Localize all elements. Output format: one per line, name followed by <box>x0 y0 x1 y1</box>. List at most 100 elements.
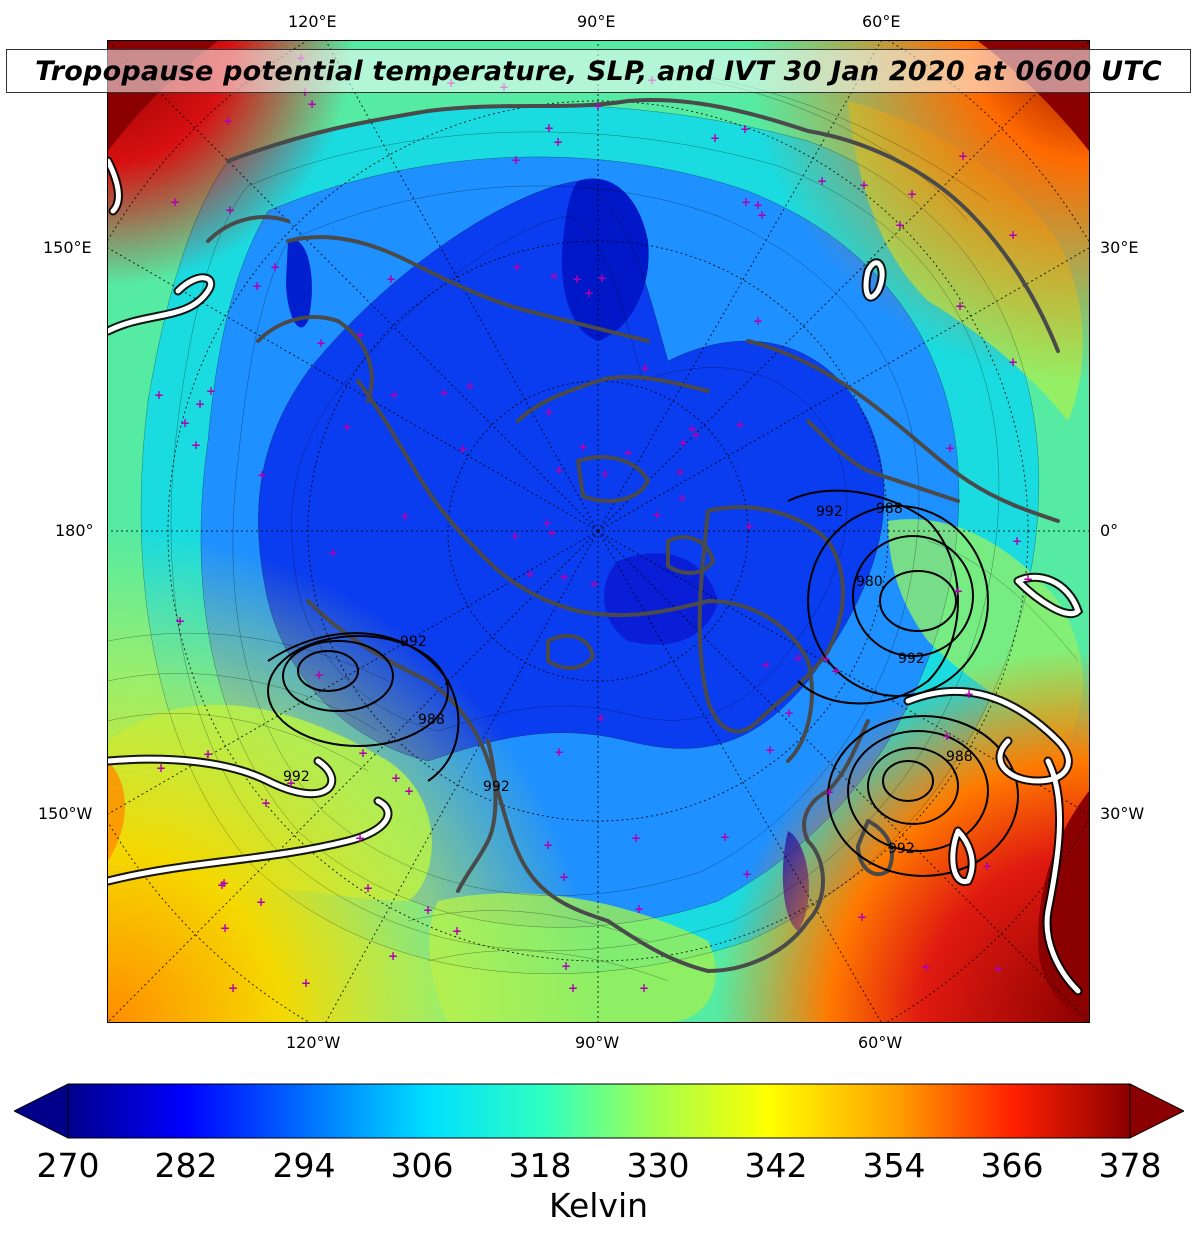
station-marker: + <box>740 122 750 136</box>
tick-right-30w: 30°W <box>1100 804 1145 823</box>
tick-left-150w: 150°W <box>38 804 93 823</box>
station-marker: + <box>958 149 968 163</box>
station-marker: + <box>542 516 552 530</box>
station-marker: + <box>753 198 763 212</box>
colorbar-tick: 366 <box>980 1146 1044 1185</box>
station-marker: + <box>584 286 594 300</box>
colorbar-tick: 378 <box>1098 1146 1162 1185</box>
station-marker: + <box>640 361 650 375</box>
station-marker: + <box>389 388 399 402</box>
station-marker: + <box>195 397 205 411</box>
tick-left-180: 180° <box>55 521 94 540</box>
station-marker: + <box>793 651 803 665</box>
station-marker: + <box>596 711 606 725</box>
station-marker: + <box>388 949 398 963</box>
station-marker: + <box>1008 355 1018 369</box>
station-marker: + <box>639 981 649 995</box>
station-marker: + <box>301 976 311 990</box>
station-marker: + <box>568 981 578 995</box>
tick-bottom-90w: 90°W <box>575 1033 620 1052</box>
station-marker: + <box>220 921 230 935</box>
station-marker: + <box>559 570 569 584</box>
station-marker: + <box>363 881 373 895</box>
station-marker: + <box>784 706 794 720</box>
station-marker: + <box>391 771 401 785</box>
station-marker: + <box>945 441 955 455</box>
station-marker: + <box>386 272 396 286</box>
station-marker: + <box>423 903 433 917</box>
colorbar <box>14 1083 1184 1139</box>
polar-stereographic-map: + + + + + + + + + + + + + + + + + + + + + + + + + + + + + + + + + + + + + + + +… <box>108 41 1089 1022</box>
slp-label: 988 <box>418 712 445 728</box>
colorbar-extend-max <box>1129 1083 1184 1139</box>
colorbar-tick: 306 <box>390 1146 454 1185</box>
tick-left-150e: 150°E <box>43 238 92 257</box>
slp-label: 992 <box>483 779 510 795</box>
station-marker: + <box>824 785 834 799</box>
station-marker: + <box>355 328 365 342</box>
colorbar-tick: 294 <box>272 1146 336 1185</box>
station-marker: + <box>217 878 227 892</box>
station-marker: + <box>559 870 569 884</box>
station-marker: + <box>270 260 280 274</box>
slp-label: 992 <box>888 841 915 857</box>
tick-right-0: 0° <box>1100 521 1119 540</box>
station-marker: + <box>404 784 414 798</box>
station-marker: + <box>757 208 767 222</box>
station-marker: + <box>400 509 410 523</box>
station-marker: + <box>589 577 599 591</box>
tick-top-120e: 120°E <box>288 12 337 31</box>
station-marker: + <box>753 314 763 328</box>
station-marker: + <box>993 962 1003 976</box>
station-marker: + <box>154 388 164 402</box>
station-marker: + <box>765 743 775 757</box>
ivt-contours <box>108 158 1081 994</box>
station-marker: + <box>955 299 965 313</box>
tick-bottom-60w: 60°W <box>858 1033 903 1052</box>
station-marker: + <box>593 99 603 113</box>
station-marker: + <box>228 981 238 995</box>
station-marker: + <box>857 910 867 924</box>
tick-right-30e: 30°E <box>1100 238 1139 257</box>
station-marker: + <box>203 747 213 761</box>
station-marker: + <box>687 422 697 436</box>
colorbar-tick: 282 <box>154 1146 218 1185</box>
slp-label: 992 <box>283 769 310 785</box>
station-marker: + <box>544 121 554 135</box>
slp-contours-atlantic <box>827 715 1019 877</box>
station-marker: + <box>741 195 751 209</box>
station-marker: + <box>623 446 633 460</box>
station-marker: + <box>597 271 607 285</box>
station-marker: + <box>316 336 326 350</box>
station-marker: + <box>510 529 520 543</box>
station-marker: + <box>678 436 688 450</box>
station-marker: + <box>175 614 185 628</box>
colorbar-gradient <box>67 1083 1131 1139</box>
station-marker: + <box>525 567 535 581</box>
station-marker: + <box>821 652 831 666</box>
colorbar-extend-min <box>14 1083 69 1139</box>
station-marker: + <box>907 187 917 201</box>
station-marker: + <box>964 687 974 701</box>
station-marker: + <box>511 153 521 167</box>
station-marker: + <box>307 97 317 111</box>
station-marker: + <box>439 386 449 400</box>
station-marker: + <box>286 776 296 790</box>
station-marker: + <box>328 546 338 560</box>
station-marker: + <box>170 195 180 209</box>
map-panel: + + + + + + + + + + + + + + + + + + + + + + + + + + + + + + + + + + + + + + + +… <box>107 40 1090 1023</box>
station-marker: + <box>921 960 931 974</box>
tick-top-60e: 60°E <box>862 12 901 31</box>
slp-label: 988 <box>946 749 973 765</box>
slp-label: 988 <box>876 501 903 517</box>
station-marker: + <box>257 468 267 482</box>
map-title: Tropopause potential temperature, SLP, a… <box>35 55 1162 87</box>
station-marker: + <box>355 831 365 845</box>
station-marker: + <box>544 405 554 419</box>
station-markers: + + + + + + + + + + + + + + + + + + + + + + + + + + + + + + + + + + + + + + + +… <box>154 51 1033 995</box>
station-marker: + <box>358 746 368 760</box>
station-marker: + <box>859 178 869 192</box>
slp-contours-north-atlantic <box>787 489 989 705</box>
station-marker: + <box>817 174 827 188</box>
colorbar-tick: 354 <box>862 1146 926 1185</box>
